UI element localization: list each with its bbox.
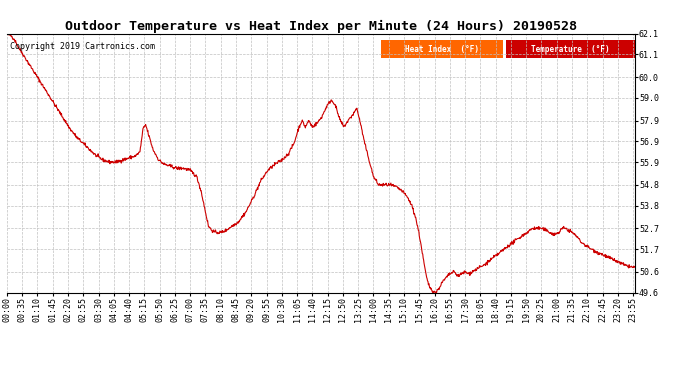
Text: Copyright 2019 Cartronics.com: Copyright 2019 Cartronics.com [10, 42, 155, 51]
FancyBboxPatch shape [506, 40, 635, 58]
Text: Heat Index  (°F): Heat Index (°F) [405, 45, 479, 54]
Text: Temperature  (°F): Temperature (°F) [531, 45, 609, 54]
FancyBboxPatch shape [380, 40, 503, 58]
Title: Outdoor Temperature vs Heat Index per Minute (24 Hours) 20190528: Outdoor Temperature vs Heat Index per Mi… [65, 20, 577, 33]
